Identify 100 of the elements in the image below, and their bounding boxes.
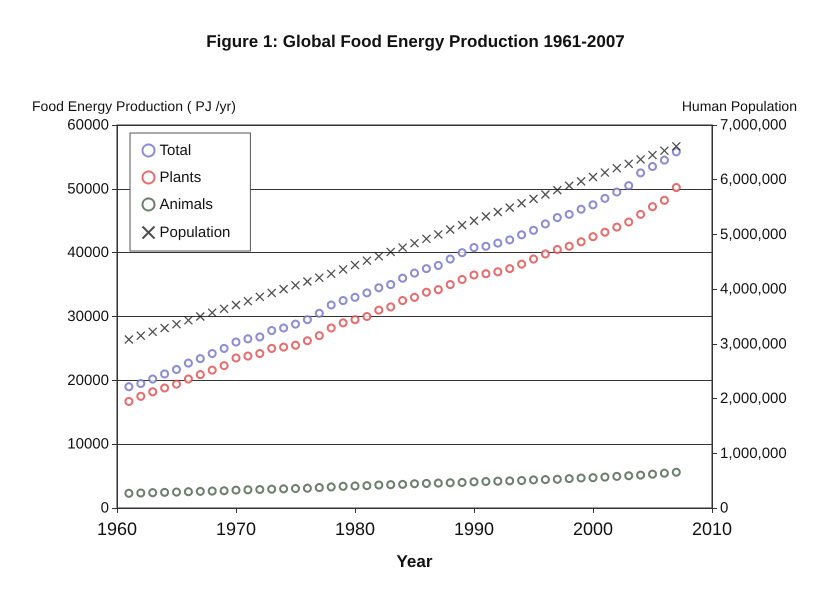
point xyxy=(160,488,170,497)
point xyxy=(184,487,193,496)
point xyxy=(350,292,360,302)
point xyxy=(660,468,669,478)
point xyxy=(588,172,598,182)
point xyxy=(196,312,205,322)
point xyxy=(243,352,252,361)
point xyxy=(172,380,181,389)
point xyxy=(612,188,622,197)
point xyxy=(350,481,360,490)
point xyxy=(529,226,538,235)
point xyxy=(219,304,229,314)
point xyxy=(338,264,348,274)
point xyxy=(220,486,229,496)
point xyxy=(576,474,586,482)
point xyxy=(552,185,562,195)
point xyxy=(612,164,622,173)
point xyxy=(302,484,312,493)
y2-axis-title: Human Population xyxy=(682,98,797,114)
point xyxy=(505,264,514,274)
point xyxy=(374,252,384,261)
point xyxy=(148,327,158,336)
point xyxy=(362,481,372,490)
point xyxy=(540,249,550,258)
point xyxy=(291,340,300,350)
point xyxy=(660,196,669,205)
point xyxy=(422,234,432,244)
point xyxy=(612,222,622,232)
point xyxy=(136,379,146,388)
point xyxy=(564,474,574,484)
point xyxy=(208,308,217,318)
point xyxy=(529,475,538,484)
point xyxy=(255,484,264,494)
point xyxy=(458,248,467,258)
point xyxy=(493,238,502,248)
point xyxy=(672,468,681,477)
x-axis-title: Year xyxy=(396,552,433,571)
point xyxy=(196,486,205,496)
point xyxy=(636,470,646,480)
point xyxy=(160,369,170,378)
point xyxy=(446,254,455,264)
point xyxy=(243,485,252,494)
point xyxy=(410,292,419,302)
point xyxy=(636,168,646,178)
point xyxy=(172,320,182,329)
point xyxy=(505,202,514,212)
point xyxy=(208,486,217,496)
point xyxy=(398,296,408,306)
x-tick-label: 2000 xyxy=(572,519,614,539)
point xyxy=(660,146,670,156)
point xyxy=(148,387,158,396)
point xyxy=(552,474,562,484)
point xyxy=(434,478,443,488)
point xyxy=(255,349,264,358)
point xyxy=(291,320,300,329)
point xyxy=(600,194,610,203)
point xyxy=(136,392,146,401)
point xyxy=(267,484,276,494)
point xyxy=(386,247,396,257)
y2-tick-label: 0 xyxy=(720,500,728,516)
point xyxy=(493,476,502,486)
point xyxy=(481,212,491,222)
point xyxy=(612,472,622,481)
legend-label: Animals xyxy=(160,196,213,213)
point xyxy=(232,486,240,495)
point xyxy=(374,480,384,490)
point xyxy=(493,267,502,276)
y2-tick-label: 4,000,000 xyxy=(720,280,787,298)
y-tick-label: 10000 xyxy=(67,436,109,453)
y2-tick-label: 3,000,000 xyxy=(720,335,787,352)
point xyxy=(672,183,681,192)
x-tick-label: 1970 xyxy=(216,519,256,539)
point xyxy=(172,488,181,497)
point xyxy=(410,268,419,278)
legend-label: Total xyxy=(160,142,192,159)
point xyxy=(540,190,550,200)
point xyxy=(184,316,194,325)
point xyxy=(636,154,646,164)
x-tick-label: 1990 xyxy=(454,519,494,539)
point xyxy=(314,483,324,492)
point xyxy=(208,349,217,358)
point xyxy=(326,482,336,492)
point xyxy=(540,475,550,484)
point xyxy=(458,274,467,284)
point xyxy=(410,479,419,488)
point xyxy=(136,331,146,340)
y2-tick-label: 1,000,000 xyxy=(720,444,787,462)
point xyxy=(160,323,170,333)
point xyxy=(386,280,396,290)
point xyxy=(290,280,300,290)
point xyxy=(564,242,574,251)
point xyxy=(220,344,229,353)
y-tick-label: 0 xyxy=(100,500,109,516)
point xyxy=(505,235,514,244)
y-tick-label: 20000 xyxy=(67,372,109,389)
point xyxy=(136,488,146,498)
point xyxy=(410,238,420,248)
point xyxy=(314,331,324,340)
y-axis-title: Food Energy Production ( PJ /yr) xyxy=(32,98,236,114)
y2-tick-label: 6,000,000 xyxy=(720,171,787,188)
